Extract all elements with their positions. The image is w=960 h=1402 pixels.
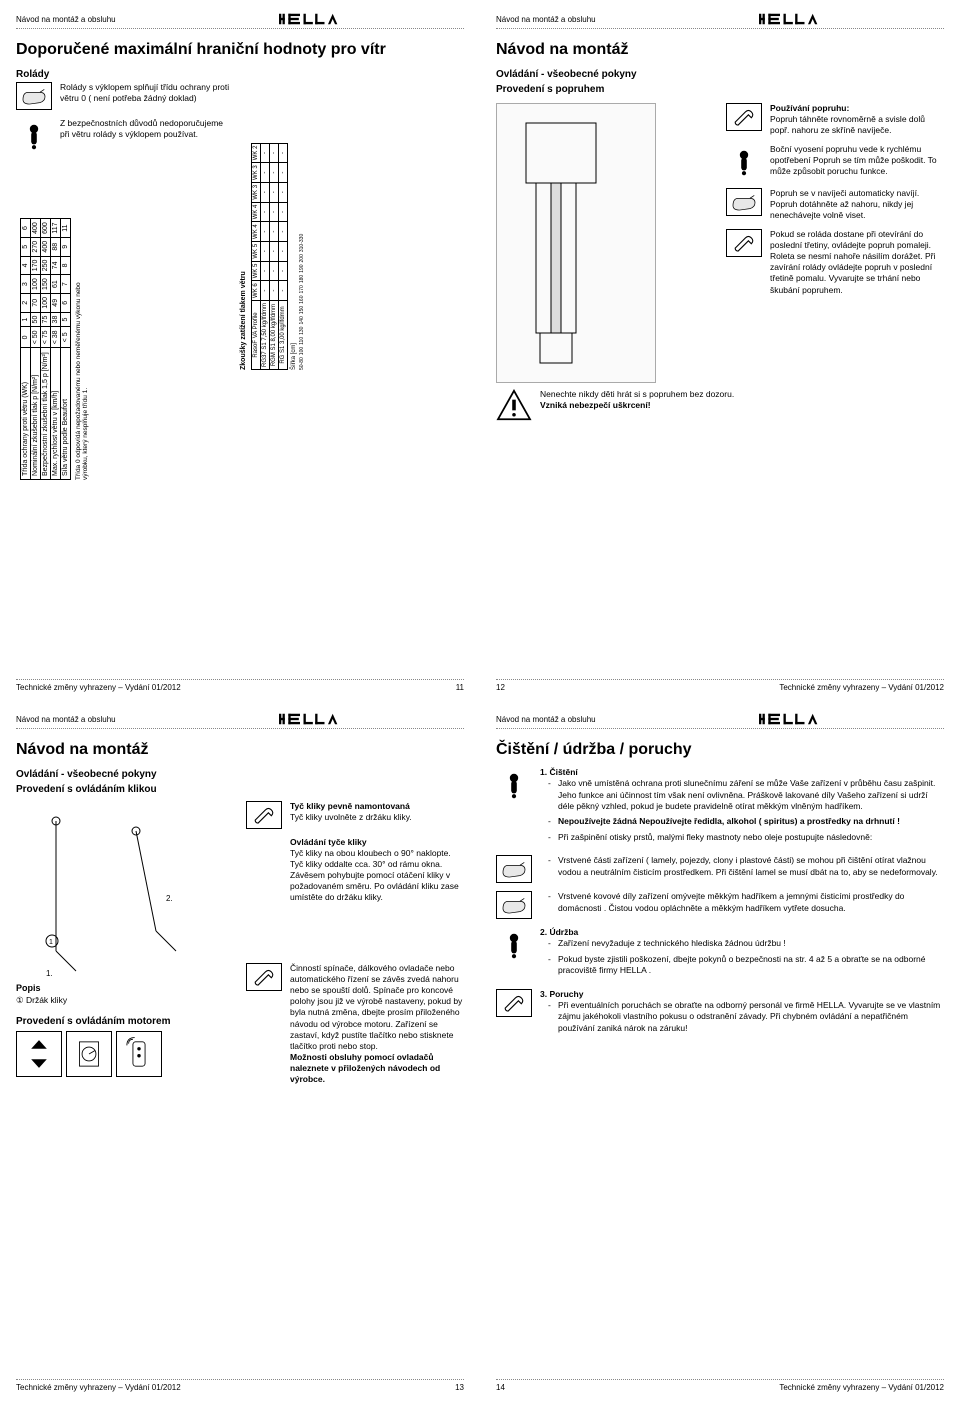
remote-control-icon (116, 1031, 162, 1077)
crank-diagram: 1. 2. 1 (16, 801, 216, 981)
hand-icon (726, 188, 762, 216)
wrench-icon (726, 229, 762, 257)
list-item: Jako vně umístěná ochrana proti sluneční… (548, 778, 944, 812)
subtitle: Rolády (16, 69, 234, 80)
svg-text:1: 1 (49, 939, 53, 946)
list-item: Při eventuálních poruchách se obraťte na… (548, 1000, 944, 1034)
page-title: Návod na montáž (496, 41, 944, 59)
wind-load-chart: Zkoušky zatížení tlakem větru RasoF VA P… (240, 143, 305, 370)
chart-ylabel: Šířka [cm] (291, 143, 297, 370)
warning-text-2: Z bezpečnostních důvodů nedoporučujeme p… (60, 118, 234, 154)
page-number: 12 (496, 683, 505, 692)
wrench-icon (496, 989, 532, 1017)
exclamation-icon (16, 118, 52, 154)
list-item: Zařízení nevyžaduje z technického hledis… (548, 938, 944, 949)
updown-switch-icon (16, 1031, 62, 1077)
list-item: Při zašpinění otisky prstů, malými fleky… (548, 832, 944, 843)
page-13: Návod na montáž a obsluhu Návod na montá… (0, 700, 480, 1400)
wrench-icon (246, 963, 282, 991)
page-header: Návod na montáž a obsluhu (16, 12, 464, 29)
exclamation-icon (496, 927, 532, 963)
page-14: Návod na montáž a obsluhu Čištění / údrž… (480, 700, 960, 1400)
warning-text-1: Rolády s výklopem splňují třídu ochrany … (60, 82, 234, 110)
table-row: Síla větru podle Beaufort< 55678911 (61, 219, 71, 480)
page-title: Čištění / údržba / poruchy (496, 741, 944, 759)
hand-icon (496, 855, 532, 883)
exclamation-icon (496, 767, 532, 803)
motor-controls (16, 1031, 234, 1077)
page-number: 13 (455, 1383, 464, 1392)
page-11: Návod na montáž a obsluhu Doporučené max… (0, 0, 480, 700)
page-12: Návod na montáž a obsluhu Návod na montá… (480, 0, 960, 700)
header-title: Návod na montáž a obsluhu (16, 15, 116, 24)
page-number: 11 (456, 683, 464, 692)
hand-icon (16, 82, 52, 110)
hella-logo (644, 712, 944, 726)
triangle-warning-icon (496, 389, 532, 421)
table-note: Třída 0 odpovídá nepožadovanému nebo nem… (75, 260, 89, 480)
hella-logo (164, 12, 464, 26)
hella-logo (644, 12, 944, 26)
list-item: Nepoužívejte žádná Nepoužívejte ředidla,… (548, 816, 944, 827)
exclamation-icon (726, 144, 762, 180)
page-title: Doporučené maximální hraniční hodnoty pr… (16, 41, 464, 59)
hand-icon (496, 891, 532, 919)
page-number: 14 (496, 1383, 505, 1392)
wrench-icon (246, 801, 282, 829)
strap-diagram (496, 103, 656, 383)
hella-logo (164, 712, 464, 726)
list-item: Pokud byste zjistili poškození, dbejte p… (548, 954, 944, 977)
svg-text:1.: 1. (46, 969, 53, 978)
table-row: Bezpečnostní zkušební tlak 1,5 p [N/m²]<… (41, 219, 51, 480)
table-row: Max. rychlost větru v [km/h]< 3838496174… (51, 219, 61, 480)
svg-text:2.: 2. (166, 894, 173, 903)
footer-text: Technické změny vyhrazeny – Vydání 01/20… (16, 683, 181, 692)
rotary-switch-icon (66, 1031, 112, 1077)
wrench-icon (726, 103, 762, 131)
table-row: Nominální zkušební tlak p [N/m²]< 505070… (31, 219, 41, 480)
wind-class-table: Třída ochrany proti větru (WK) 0123456 N… (20, 218, 89, 480)
page-title: Návod na montáž (16, 741, 464, 759)
